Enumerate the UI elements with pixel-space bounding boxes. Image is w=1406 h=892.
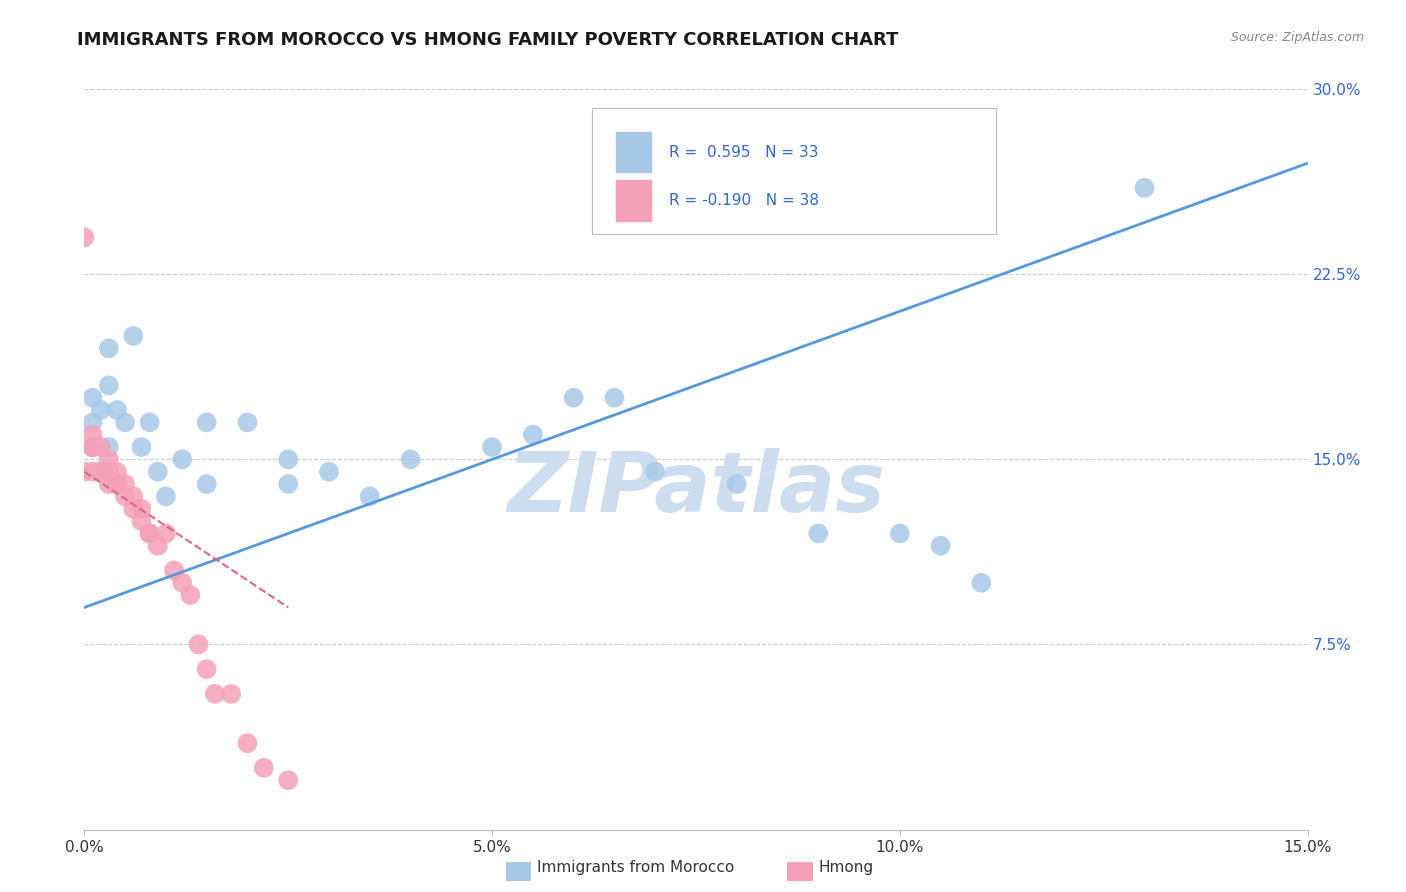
Point: [172, 452, 194, 467]
Text: IMMIGRANTS FROM MOROCCO VS HMONG FAMILY POVERTY CORRELATION CHART: IMMIGRANTS FROM MOROCCO VS HMONG FAMILY …: [77, 31, 898, 49]
Point: [195, 477, 218, 491]
Point: [179, 588, 201, 602]
Point: [82, 465, 104, 479]
Point: [97, 477, 120, 491]
Point: [481, 440, 503, 454]
Point: [889, 526, 911, 541]
Point: [122, 489, 145, 503]
Point: [82, 391, 104, 405]
Point: [138, 526, 160, 541]
Point: [155, 526, 177, 541]
Point: [725, 477, 748, 491]
Point: [219, 687, 242, 701]
Bar: [616, 132, 651, 172]
Text: R =  0.595   N = 33: R = 0.595 N = 33: [669, 145, 818, 160]
Point: [90, 403, 112, 417]
Point: [90, 465, 112, 479]
Point: [90, 440, 112, 454]
Point: [97, 440, 120, 454]
Point: [97, 341, 120, 355]
Point: [105, 477, 128, 491]
FancyBboxPatch shape: [592, 108, 995, 234]
Point: [114, 477, 136, 491]
Point: [236, 415, 259, 429]
Point: [155, 489, 177, 503]
Point: [399, 452, 422, 467]
Bar: [616, 180, 651, 220]
Point: [253, 761, 276, 775]
Point: [82, 440, 104, 454]
Point: [105, 465, 128, 479]
Point: [82, 440, 104, 454]
Point: [187, 637, 209, 651]
Point: [90, 465, 112, 479]
Text: Hmong: Hmong: [818, 860, 873, 874]
Point: [73, 465, 96, 479]
Point: [82, 427, 104, 442]
Point: [122, 329, 145, 343]
Point: [131, 501, 153, 516]
Point: [522, 427, 544, 442]
Text: Immigrants from Morocco: Immigrants from Morocco: [537, 860, 734, 874]
Point: [146, 539, 169, 553]
Point: [236, 736, 259, 750]
Point: [122, 501, 145, 516]
Point: [131, 514, 153, 528]
Point: [318, 465, 340, 479]
Point: [644, 465, 666, 479]
Point: [105, 477, 128, 491]
Point: [105, 403, 128, 417]
Point: [970, 575, 993, 590]
Point: [146, 465, 169, 479]
Text: R = -0.190   N = 38: R = -0.190 N = 38: [669, 193, 820, 208]
Point: [138, 415, 160, 429]
Point: [277, 477, 299, 491]
Text: ZIPatlas: ZIPatlas: [508, 449, 884, 530]
Point: [138, 526, 160, 541]
Point: [172, 575, 194, 590]
Point: [82, 440, 104, 454]
Point: [277, 773, 299, 788]
Point: [277, 452, 299, 467]
Point: [73, 230, 96, 244]
Point: [562, 391, 585, 405]
Point: [114, 415, 136, 429]
Point: [114, 489, 136, 503]
Point: [359, 489, 381, 503]
Point: [807, 526, 830, 541]
Point: [603, 391, 626, 405]
Point: [195, 662, 218, 676]
Point: [97, 465, 120, 479]
Point: [97, 465, 120, 479]
Text: Source: ZipAtlas.com: Source: ZipAtlas.com: [1230, 31, 1364, 45]
Point: [163, 564, 186, 578]
Point: [82, 415, 104, 429]
Point: [204, 687, 226, 701]
Point: [1133, 181, 1156, 195]
Point: [97, 378, 120, 392]
Point: [929, 539, 952, 553]
Point: [90, 465, 112, 479]
Point: [97, 452, 120, 467]
Point: [131, 440, 153, 454]
Point: [195, 415, 218, 429]
